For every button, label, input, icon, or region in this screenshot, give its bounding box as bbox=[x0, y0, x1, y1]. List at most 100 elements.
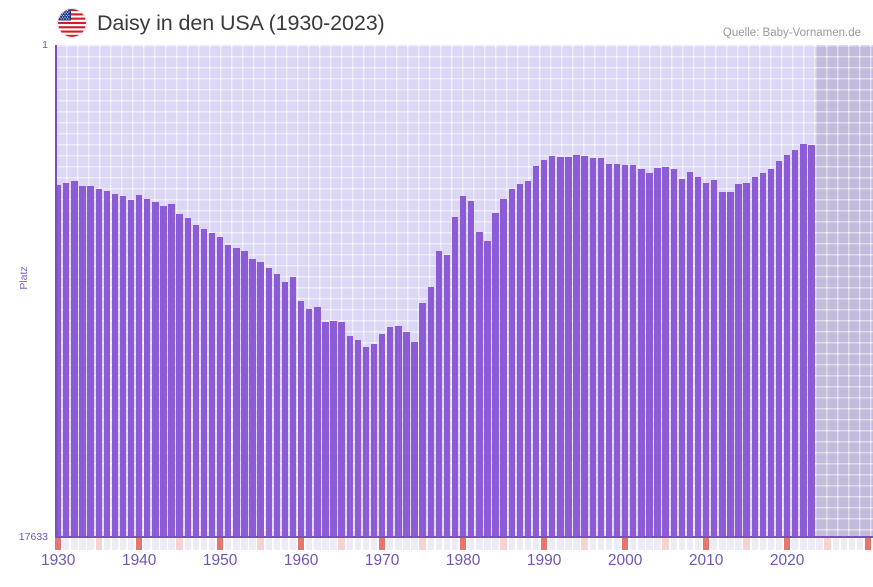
bar[interactable] bbox=[516, 184, 524, 537]
bar[interactable] bbox=[800, 144, 807, 537]
bar[interactable] bbox=[403, 332, 410, 537]
bar[interactable] bbox=[55, 185, 62, 537]
bar[interactable] bbox=[751, 177, 758, 537]
bar[interactable] bbox=[322, 322, 329, 537]
bar[interactable] bbox=[233, 248, 240, 537]
bar[interactable] bbox=[200, 229, 208, 537]
bar[interactable] bbox=[249, 259, 256, 537]
bar[interactable] bbox=[524, 181, 532, 537]
bar[interactable] bbox=[95, 189, 102, 537]
bar[interactable] bbox=[427, 287, 434, 537]
bar[interactable] bbox=[395, 326, 402, 537]
bar[interactable] bbox=[184, 218, 191, 537]
bar[interactable] bbox=[532, 166, 540, 537]
bar[interactable] bbox=[686, 172, 694, 537]
bar[interactable] bbox=[702, 183, 710, 537]
bar[interactable] bbox=[71, 181, 78, 537]
bar[interactable] bbox=[727, 192, 734, 537]
bar[interactable] bbox=[783, 155, 791, 537]
bar[interactable] bbox=[160, 206, 167, 537]
bar[interactable] bbox=[338, 322, 345, 537]
bar[interactable] bbox=[346, 336, 353, 537]
bar[interactable] bbox=[459, 196, 467, 537]
bar[interactable] bbox=[273, 274, 281, 537]
bar[interactable] bbox=[581, 156, 588, 537]
bar[interactable] bbox=[492, 213, 499, 537]
bar[interactable] bbox=[330, 321, 337, 537]
bar[interactable] bbox=[792, 150, 799, 537]
bar[interactable] bbox=[176, 214, 183, 537]
bar[interactable] bbox=[225, 245, 232, 537]
bar[interactable] bbox=[476, 232, 483, 537]
bar[interactable] bbox=[508, 189, 515, 537]
bar[interactable] bbox=[573, 155, 580, 537]
bar[interactable] bbox=[144, 199, 151, 537]
bar[interactable] bbox=[759, 173, 766, 537]
bar[interactable] bbox=[678, 179, 685, 537]
bar[interactable] bbox=[630, 165, 637, 537]
bar[interactable] bbox=[662, 167, 669, 537]
bar[interactable] bbox=[63, 183, 70, 537]
bar[interactable] bbox=[767, 169, 775, 537]
bar[interactable] bbox=[597, 158, 605, 537]
bar[interactable] bbox=[557, 157, 564, 537]
bar[interactable] bbox=[216, 237, 224, 537]
bar[interactable] bbox=[719, 192, 726, 537]
bar[interactable] bbox=[711, 180, 718, 537]
bar[interactable] bbox=[168, 204, 175, 537]
bar[interactable] bbox=[314, 307, 321, 537]
bar[interactable] bbox=[111, 194, 119, 537]
bar[interactable] bbox=[354, 340, 362, 537]
bar[interactable] bbox=[605, 164, 613, 537]
bar[interactable] bbox=[281, 282, 289, 537]
x-tick-cell bbox=[306, 538, 313, 550]
bar[interactable] bbox=[289, 277, 297, 537]
bar[interactable] bbox=[589, 158, 596, 537]
bar[interactable] bbox=[549, 156, 556, 537]
bar[interactable] bbox=[638, 169, 645, 537]
bar[interactable] bbox=[743, 183, 750, 537]
x-tick-label: 1940 bbox=[121, 552, 157, 569]
bar[interactable] bbox=[484, 241, 491, 537]
x-tick-cell bbox=[346, 538, 353, 550]
x-tick-major bbox=[540, 538, 548, 550]
bar[interactable] bbox=[670, 169, 677, 537]
bar[interactable] bbox=[646, 173, 653, 537]
bar[interactable] bbox=[192, 225, 200, 537]
bar[interactable] bbox=[297, 301, 305, 537]
bar[interactable] bbox=[808, 145, 815, 537]
bar[interactable] bbox=[435, 251, 443, 537]
bar[interactable] bbox=[87, 186, 94, 537]
bar[interactable] bbox=[613, 164, 621, 537]
bar[interactable] bbox=[419, 303, 426, 537]
bar[interactable] bbox=[103, 191, 110, 537]
bar[interactable] bbox=[621, 165, 629, 537]
bar[interactable] bbox=[451, 217, 459, 537]
bar[interactable] bbox=[378, 334, 386, 537]
bar[interactable] bbox=[135, 195, 143, 537]
bar[interactable] bbox=[565, 157, 572, 537]
bar[interactable] bbox=[241, 251, 248, 537]
bar[interactable] bbox=[257, 262, 264, 537]
bar[interactable] bbox=[500, 199, 507, 537]
bar[interactable] bbox=[735, 184, 742, 537]
bar[interactable] bbox=[694, 177, 702, 537]
bar[interactable] bbox=[119, 196, 127, 537]
bar[interactable] bbox=[654, 168, 661, 537]
bar[interactable] bbox=[208, 233, 216, 537]
bar[interactable] bbox=[152, 202, 159, 537]
bar[interactable] bbox=[370, 344, 378, 537]
bar[interactable] bbox=[362, 347, 370, 537]
bar[interactable] bbox=[775, 161, 783, 537]
bar[interactable] bbox=[79, 186, 86, 537]
bar[interactable] bbox=[540, 160, 548, 537]
bar[interactable] bbox=[127, 200, 135, 537]
bar[interactable] bbox=[468, 201, 475, 537]
bar[interactable] bbox=[443, 255, 451, 537]
x-tick-cell bbox=[759, 538, 766, 550]
bar[interactable] bbox=[265, 268, 272, 537]
bar[interactable] bbox=[411, 342, 418, 537]
bar[interactable] bbox=[387, 327, 394, 537]
x-tick-label: 1930 bbox=[40, 552, 76, 569]
bar[interactable] bbox=[306, 309, 313, 537]
